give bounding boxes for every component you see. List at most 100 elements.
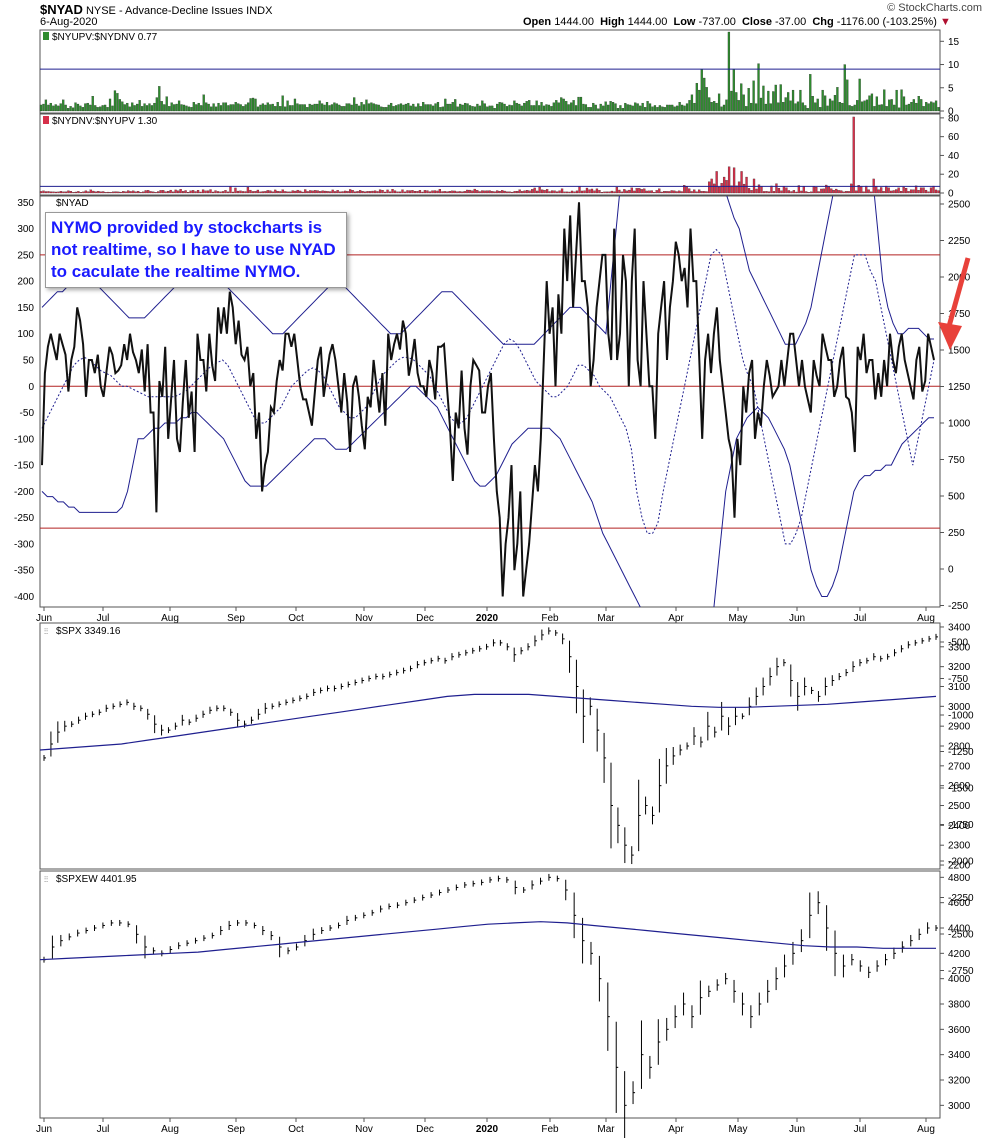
- volume-ratio-bar: [537, 105, 541, 112]
- x-tick-label: Jul: [854, 613, 867, 624]
- volume-ratio-bar: [764, 103, 768, 112]
- volume-ratio-bar: [920, 99, 923, 112]
- volume-ratio-bar: [934, 189, 938, 194]
- volume-ratio-bar: [737, 181, 741, 194]
- volume-ratio-bar: [624, 102, 627, 112]
- volume-ratio-bar: [910, 102, 913, 112]
- volume-ratio-bar: [123, 104, 126, 112]
- volume-ratio-bar: [562, 98, 565, 112]
- volume-ratio-bar: [246, 187, 250, 194]
- volume-ratio-bar: [483, 103, 486, 112]
- volume-ratio-bar: [169, 189, 172, 194]
- volume-ratio-bar: [57, 105, 60, 112]
- volume-ratio-bar: [87, 191, 90, 194]
- volume-ratio-bar: [930, 101, 933, 112]
- volume-ratio-bar: [426, 104, 430, 112]
- volume-ratio-bar: [730, 90, 733, 112]
- volume-ratio-bar: [685, 103, 689, 112]
- volume-ratio-bar: [241, 191, 245, 194]
- volume-ratio-bar: [289, 191, 292, 194]
- right-y-tick-label: -1000: [948, 711, 974, 722]
- volume-ratio-bar: [708, 97, 711, 112]
- volume-ratio-bar: [388, 191, 392, 194]
- right-y-tick-label: 250: [948, 528, 965, 539]
- y-tick-label: 4600: [948, 898, 971, 909]
- volume-ratio-bar: [585, 187, 589, 194]
- x-tick-label: Jun: [789, 613, 805, 624]
- y-tick-label: 4200: [948, 949, 971, 960]
- volume-ratio-bar: [552, 102, 555, 112]
- volume-ratio-bar: [458, 191, 461, 194]
- volume-ratio-bar: [560, 97, 563, 112]
- volume-ratio-bar: [387, 104, 390, 112]
- volume-ratio-bar: [366, 191, 369, 194]
- volume-ratio-bar: [767, 90, 770, 112]
- volume-ratio-bar: [476, 190, 479, 194]
- volume-ratio-bar: [821, 89, 824, 112]
- volume-ratio-bar: [638, 188, 641, 194]
- volume-ratio-bar: [385, 107, 388, 112]
- volume-ratio-bar: [526, 190, 529, 194]
- volume-ratio-bar: [148, 103, 151, 112]
- volume-ratio-bar: [96, 107, 99, 112]
- volume-ratio-bar: [843, 64, 846, 112]
- date-label: 6-Aug-2020: [40, 16, 98, 28]
- volume-ratio-bar: [717, 93, 721, 112]
- volume-ratio-bar: [186, 192, 190, 194]
- volume-ratio-bar: [757, 63, 760, 112]
- volume-ratio-bar: [703, 191, 706, 194]
- volume-ratio-bar: [902, 186, 905, 194]
- volume-ratio-bar: [160, 101, 163, 112]
- volume-ratio-bar: [296, 103, 299, 112]
- volume-ratio-bar: [503, 103, 506, 112]
- y-tick-label: 80: [948, 113, 960, 124]
- volume-ratio-bar: [742, 94, 745, 112]
- x-tick-label: Jul: [97, 613, 110, 624]
- volume-ratio-bar: [266, 102, 269, 112]
- volume-ratio-bar: [747, 188, 751, 194]
- volume-ratio-bar: [224, 190, 227, 194]
- volume-ratio-bar: [890, 99, 893, 112]
- volume-ratio-bar: [820, 188, 823, 194]
- panel-1-frame: [39, 29, 941, 114]
- volume-ratio-bar: [858, 78, 861, 112]
- volume-ratio-bar: [927, 191, 930, 194]
- volume-ratio-bar: [880, 104, 883, 112]
- left-y-tick-label: -400: [14, 592, 34, 603]
- volume-ratio-bar: [842, 191, 845, 194]
- volume-ratio-bar: [545, 189, 549, 194]
- y-tick-label: 2300: [948, 841, 971, 852]
- bar-chart-icon: ⫶⫶: [44, 875, 48, 884]
- volume-ratio-bar: [506, 191, 509, 194]
- left-y-tick-label: -300: [14, 539, 34, 550]
- volume-ratio-bar: [251, 97, 255, 112]
- volume-ratio-bar: [604, 101, 607, 112]
- volume-ratio-bar: [893, 104, 896, 112]
- volume-ratio-bar: [772, 191, 776, 194]
- volume-ratio-bar: [478, 105, 482, 112]
- volume-ratio-bar: [683, 105, 686, 112]
- volume-ratio-bar: [409, 105, 412, 112]
- volume-ratio-bar: [419, 106, 422, 112]
- volume-ratio-bar: [108, 98, 112, 112]
- volume-ratio-bar: [785, 187, 788, 194]
- volume-ratio-bar: [796, 101, 800, 112]
- volume-ratio-bar: [833, 95, 837, 112]
- volume-ratio-bar: [301, 104, 304, 112]
- volume-ratio-bar: [39, 191, 43, 194]
- volume-ratio-bar: [413, 190, 417, 194]
- volume-ratio-bar: [261, 103, 265, 112]
- left-y-tick-label: -200: [14, 487, 34, 498]
- volume-ratio-bar: [145, 105, 149, 112]
- volume-ratio-bar: [784, 97, 787, 112]
- volume-ratio-bar: [765, 191, 768, 194]
- volume-ratio-bar: [791, 89, 795, 112]
- stockcharts-credit: © StockCharts.com: [887, 2, 982, 14]
- volume-ratio-bar: [651, 106, 654, 112]
- volume-ratio-bar: [313, 103, 316, 112]
- panel-title: $NYUPV:$NYDNV 0.77: [52, 32, 158, 43]
- volume-ratio-bar: [324, 190, 327, 194]
- volume-ratio-bar: [311, 104, 314, 112]
- volume-ratio-bar: [521, 191, 524, 194]
- volume-ratio-bar: [368, 191, 372, 194]
